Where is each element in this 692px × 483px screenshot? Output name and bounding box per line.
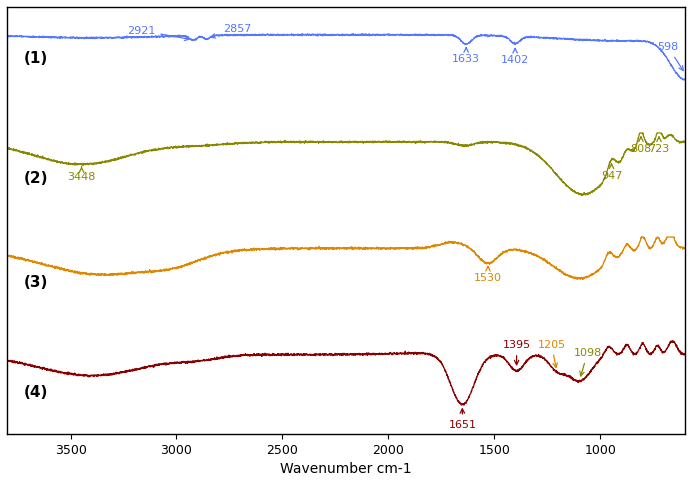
Text: 1633: 1633 bbox=[452, 48, 480, 64]
Text: 808: 808 bbox=[630, 137, 652, 154]
Text: (3): (3) bbox=[24, 275, 48, 290]
Text: 2921: 2921 bbox=[127, 26, 189, 41]
Text: (4): (4) bbox=[24, 384, 48, 399]
Text: 1395: 1395 bbox=[502, 340, 531, 365]
Text: 3448: 3448 bbox=[67, 167, 95, 182]
Text: 1530: 1530 bbox=[474, 267, 502, 283]
Text: (2): (2) bbox=[24, 171, 48, 186]
Text: 1205: 1205 bbox=[538, 340, 565, 368]
Text: 723: 723 bbox=[648, 137, 670, 154]
Text: 2857: 2857 bbox=[211, 24, 251, 38]
Text: 598: 598 bbox=[657, 42, 683, 71]
Text: 1651: 1651 bbox=[448, 409, 476, 429]
Text: (1): (1) bbox=[24, 52, 48, 67]
Text: 1402: 1402 bbox=[501, 48, 529, 65]
Text: 1098: 1098 bbox=[574, 348, 602, 376]
X-axis label: Wavenumber cm-1: Wavenumber cm-1 bbox=[280, 462, 412, 476]
Text: 947: 947 bbox=[601, 164, 622, 181]
